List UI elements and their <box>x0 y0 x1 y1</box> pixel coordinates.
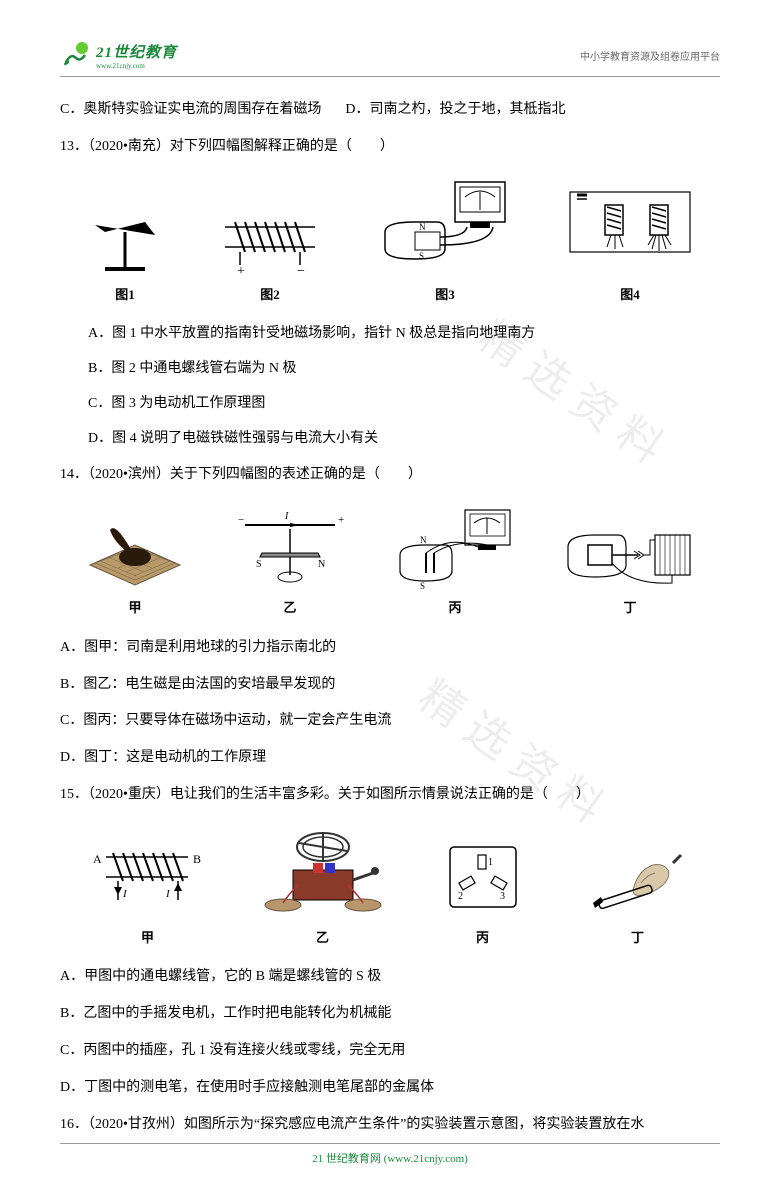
header-right: 中小学教育资源及组卷应用平台 <box>580 48 720 63</box>
fig-label: 丁 <box>631 924 644 953</box>
svg-text:N: N <box>419 222 426 232</box>
q14-figures: 甲 − + I S N <box>60 505 720 623</box>
svg-text:B: B <box>193 852 201 866</box>
q16-stem: 16．（2020•甘孜州）如图所示为“探究感应电流产生条件”的实验装置示意图，将… <box>60 1110 720 1141</box>
fig-label: 丙 <box>476 924 489 953</box>
solenoid-ab-icon: A B I I <box>88 835 208 920</box>
q15-stem: 15．（2020•重庆）电让我们的生活丰富多彩。关于如图所示情景说法正确的是（ … <box>60 780 720 811</box>
galvanometer-magnet-icon: N S <box>375 177 515 277</box>
q15-fig2: 乙 <box>263 825 383 953</box>
svg-text:I: I <box>122 888 128 900</box>
svg-text:+: + <box>338 514 344 526</box>
page-header: 21世纪教育 www.21cnjy.com 中小学教育资源及组卷应用平台 <box>60 40 720 77</box>
option-row-cd: C．奥斯特实验证实电流的周围存在着磁场 D．司南之杓，投之于地，其柢指北 <box>60 95 720 126</box>
svg-text:A: A <box>93 852 102 866</box>
q13-fig1: 图1 <box>85 197 165 310</box>
compass-needle-icon <box>85 197 165 277</box>
svg-text:3: 3 <box>500 891 505 902</box>
fig-label: 丁 <box>623 594 636 623</box>
hand-generator-icon <box>263 825 383 920</box>
logo: 21世纪教育 www.21cnjy.com <box>60 40 177 70</box>
fig-label: 丙 <box>448 594 461 623</box>
svg-text:−: − <box>297 264 305 277</box>
q13-B: B．图 2 中通电螺线管右端为 N 极 <box>88 354 720 385</box>
option-d: D．司南之杓，投之于地，其柢指北 <box>345 95 565 126</box>
q13-fig2: + − 图2 <box>215 207 325 310</box>
socket-icon: 1 2 3 <box>438 835 528 920</box>
svg-text:N: N <box>318 559 325 570</box>
svg-text:I: I <box>284 511 289 522</box>
fig-label: 图4 <box>620 281 640 310</box>
svg-text:N: N <box>420 535 427 545</box>
induction-experiment-icon: N S <box>390 505 520 590</box>
q15-fig3: 1 2 3 丙 <box>438 835 528 953</box>
q13-D: D．图 4 说明了电磁铁磁性强弱与电流大小有关 <box>88 424 720 455</box>
logo-sub: www.21cnjy.com <box>96 62 177 70</box>
fig-label: 乙 <box>316 924 329 953</box>
q13-A: A．图 1 中水平放置的指南针受地磁场影响，指针 N 极总是指向地理南方 <box>88 319 720 350</box>
fig-label: 甲 <box>128 594 141 623</box>
page-footer: 21 世纪教育网 (www.21cnjy.com) <box>60 1143 720 1166</box>
svg-text:S: S <box>256 559 262 570</box>
fig-label: 图2 <box>260 281 280 310</box>
q13-fig3: N S 图3 <box>375 177 515 310</box>
q14-B: B．图乙：电生磁是由法国的安培最早发现的 <box>60 670 720 701</box>
logo-main: 21世纪教育 <box>96 41 177 62</box>
q13-figures: 图1 + − <box>60 177 720 310</box>
logo-text: 21世纪教育 www.21cnjy.com <box>96 41 177 70</box>
fig-label: 甲 <box>141 924 154 953</box>
q14-fig3: N S 丙 <box>390 505 520 623</box>
q15-fig1: A B I I <box>88 835 208 953</box>
logo-icon <box>60 40 90 70</box>
q14-D: D．图丁：这是电动机的工作原理 <box>60 743 720 774</box>
q13-stem: 13．（2020•南充）对下列四幅图解释正确的是（ ） <box>60 132 720 163</box>
svg-text:1: 1 <box>488 857 493 868</box>
motor-principle-icon <box>560 505 700 590</box>
svg-text:2: 2 <box>458 891 463 902</box>
fig-label: 乙 <box>283 594 296 623</box>
fig-label: 图3 <box>435 281 455 310</box>
q14-fig4: 丁 <box>560 505 700 623</box>
fig-label: 图1 <box>115 281 135 310</box>
q15-C: C．丙图中的插座，孔 1 没有连接火线或零线，完全无用 <box>60 1036 720 1067</box>
q14-fig2: − + I S N 乙 <box>230 505 350 623</box>
content: C．奥斯特实验证实电流的周围存在着磁场 D．司南之杓，投之于地，其柢指北 13．… <box>60 95 720 1140</box>
solenoid-icon: + − <box>215 207 325 277</box>
q14-stem: 14．（2020•滨州）关于下列四幅图的表述正确的是（ ） <box>60 460 720 491</box>
q15-fig4: 丁 <box>583 835 693 953</box>
oersted-experiment-icon: − + I S N <box>230 505 350 590</box>
svg-text:S: S <box>419 251 424 261</box>
svg-text:+: + <box>237 264 245 277</box>
q13-C: C．图 3 为电动机工作原理图 <box>88 389 720 420</box>
q14-A: A．图甲：司南是利用地球的引力指示南北的 <box>60 633 720 664</box>
q15-A: A．甲图中的通电螺线管，它的 B 端是螺线管的 S 极 <box>60 962 720 993</box>
q13-fig4: 图4 <box>565 187 695 310</box>
q14-C: C．图丙：只要导体在磁场中运动，就一定会产生电流 <box>60 706 720 737</box>
q15-B: B．乙图中的手摇发电机，工作时把电能转化为机械能 <box>60 999 720 1030</box>
q15-figures: A B I I <box>60 825 720 953</box>
q14-fig1: 甲 <box>80 505 190 623</box>
svg-text:I: I <box>165 888 171 900</box>
option-c: C．奥斯特实验证实电流的周围存在着磁场 <box>60 95 321 126</box>
test-pencil-icon <box>583 835 693 920</box>
q15-D: D．丁图中的测电笔，在使用时手应接触测电笔尾部的金属体 <box>60 1073 720 1104</box>
electromagnet-nails-icon <box>565 187 695 277</box>
svg-text:S: S <box>420 581 425 590</box>
sinan-compass-icon <box>80 505 190 590</box>
svg-text:−: − <box>238 514 244 526</box>
